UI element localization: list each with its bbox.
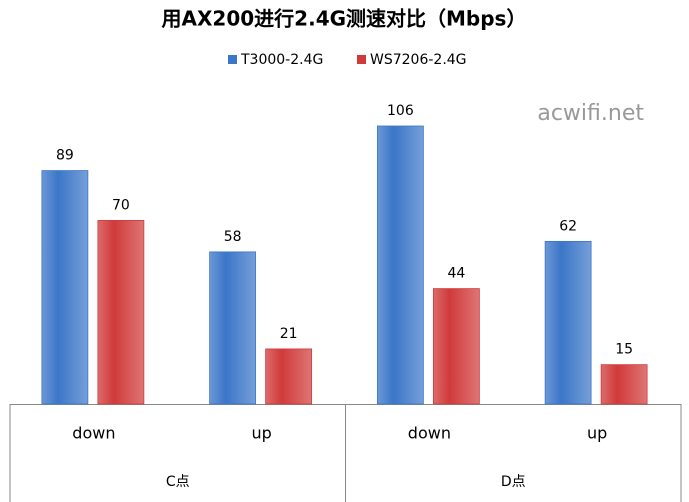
data-label: 70 <box>112 197 130 213</box>
legend-label: WS7206-2.4G <box>370 52 467 68</box>
bar <box>376 125 424 405</box>
bar <box>432 288 480 405</box>
data-label: 58 <box>224 229 242 245</box>
legend-label: T3000-2.4G <box>240 52 323 68</box>
group-label: C点 <box>166 474 190 490</box>
bar <box>600 364 648 405</box>
x-tick-label: up <box>587 424 607 443</box>
legend-swatch <box>357 55 366 64</box>
bar <box>265 348 313 405</box>
data-label: 106 <box>387 103 414 119</box>
bar <box>544 240 592 405</box>
data-label: 21 <box>280 326 298 342</box>
data-label: 89 <box>56 148 74 164</box>
watermark: acwifi.net <box>537 101 644 126</box>
legend-swatch <box>228 55 237 64</box>
group-label: D点 <box>501 474 526 490</box>
x-tick-label: up <box>251 424 271 443</box>
x-tick-label: down <box>408 424 451 443</box>
bar <box>41 170 89 405</box>
bar <box>97 220 145 405</box>
data-label: 15 <box>615 342 633 358</box>
bar <box>209 251 257 405</box>
data-label: 62 <box>559 218 577 234</box>
chart-title: 用AX200进行2.4G测速对比（Mbps） <box>162 7 527 31</box>
x-tick-label: down <box>72 424 115 443</box>
data-label: 44 <box>447 266 465 282</box>
